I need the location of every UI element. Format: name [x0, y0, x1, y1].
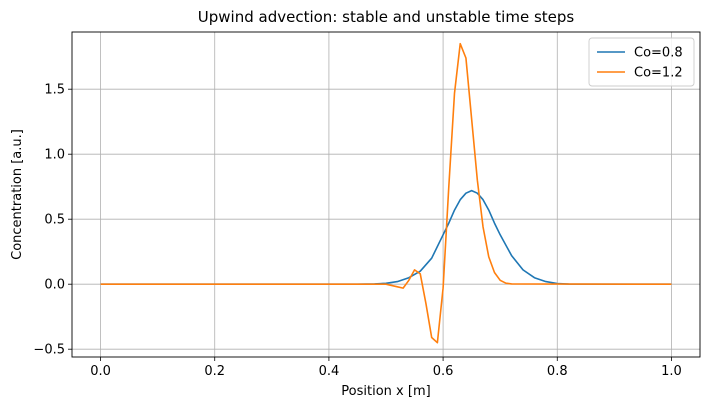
series-line-2: [100, 42, 672, 344]
ticks: 0.0 0.2 0.4 0.6 0.8 1.0 −0.5 0.0 0.5 1.0 1.5: [33, 83, 681, 379]
y-tick-label: 0.5: [44, 213, 65, 228]
series-line-1: [100, 189, 672, 286]
y-tick-label: 1.0: [44, 148, 65, 163]
legend-label: Co=0.8: [634, 46, 683, 61]
legend-box: [588, 37, 695, 87]
x-tick-label: 0.6: [433, 364, 454, 379]
y-axis-label: Concentration [a.u.]: [10, 129, 25, 260]
y-tick-label: 0.0: [44, 278, 65, 293]
y-tick-label: −0.5: [33, 343, 65, 358]
x-axis-label: Position x [m]: [341, 384, 430, 399]
legend-label: Co=1.2: [634, 66, 683, 81]
x-tick-label: 1.0: [661, 364, 682, 379]
x-tick-label: 0.2: [204, 364, 225, 379]
chart-title: Upwind advection: stable and unstable ti…: [198, 8, 575, 26]
plot-frame: [71, 31, 701, 358]
x-tick-label: 0.4: [319, 364, 340, 379]
legend: Co=0.8 Co=1.2: [588, 37, 695, 87]
series-layer: [100, 42, 672, 344]
y-tick-label: 1.5: [44, 83, 65, 98]
x-tick-label: 0.8: [547, 364, 568, 379]
x-tick-label: 0.0: [90, 364, 111, 379]
